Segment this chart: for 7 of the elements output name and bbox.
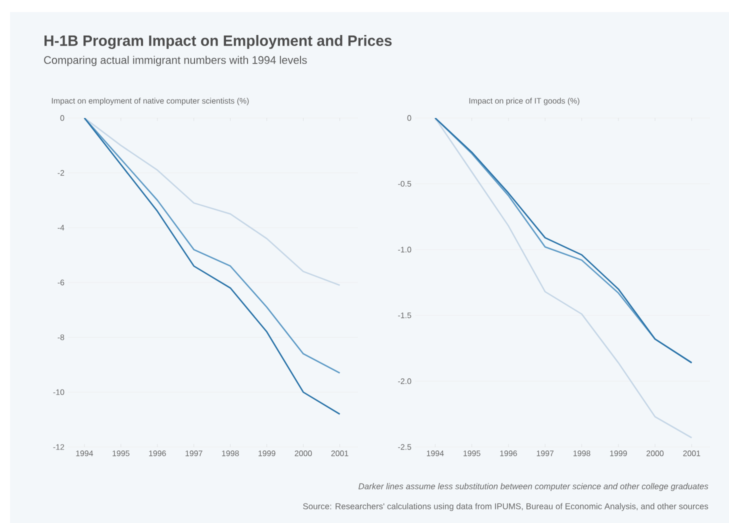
line-series bbox=[434, 118, 692, 438]
chart-title: H-1B Program Impact on Employment and Prices bbox=[44, 34, 392, 49]
line-series bbox=[434, 118, 692, 364]
text: Darker lines assume less substitution between computer science and other college graduates bbox=[358, 483, 708, 491]
line-series bbox=[84, 118, 340, 286]
source-note: Source: Researchers' calculations using data from IPUMS, Bureau of Economic Analysis, and other sources bbox=[303, 503, 708, 511]
chart-subtitle: Comparing actual immigrant numbers with 1994 levels bbox=[44, 56, 307, 66]
